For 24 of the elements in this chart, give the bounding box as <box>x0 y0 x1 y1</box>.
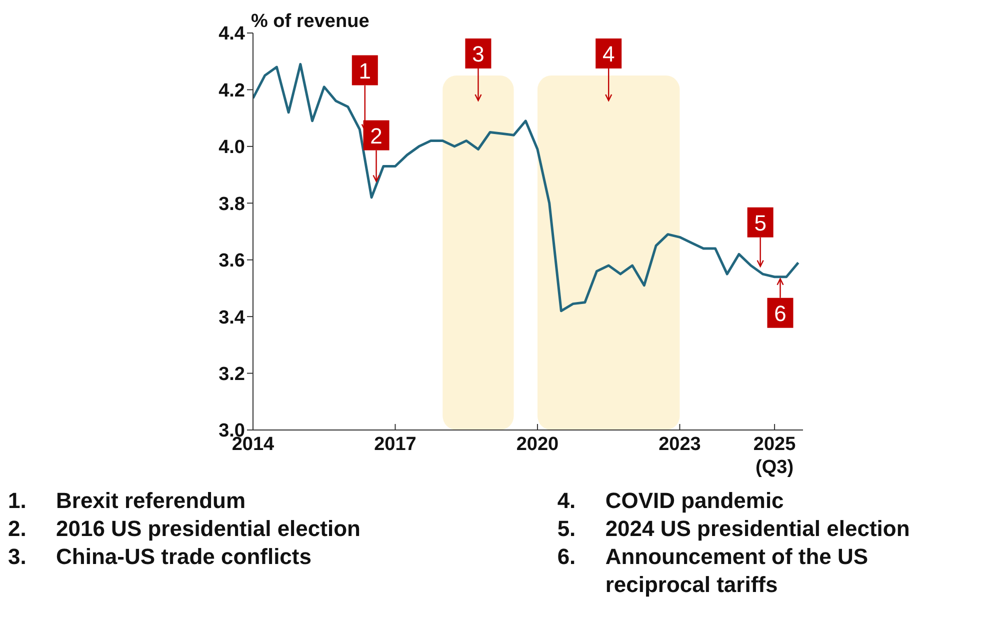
text: 1. Brexit referendum <box>8 488 246 513</box>
text: 5. 2024 US presidential election <box>557 516 910 541</box>
y-tick-label: 3.6 <box>218 250 245 272</box>
text: 3. China-US trade conflicts <box>8 544 312 569</box>
x-tick-label: 2017 <box>374 434 416 455</box>
x-tick-label: 2020 <box>516 434 559 455</box>
y-tick-label: 3.4 <box>218 307 246 328</box>
annotation: 2 <box>370 123 382 148</box>
y-tick-label: 4.4 <box>218 24 246 45</box>
band-label: 3 <box>472 41 484 66</box>
band-label: 4 <box>602 41 615 66</box>
y-tick-label: 4.2 <box>218 80 245 102</box>
annotation: 6 <box>774 300 786 326</box>
annotation: 1 <box>358 58 372 84</box>
y-axis-title: % of revenue <box>251 11 370 32</box>
annotation: 5 <box>754 210 766 236</box>
x-tick-label: 2023 <box>658 434 701 455</box>
x-tick-label: 2025 (Q3) <box>753 434 796 478</box>
y-tick-label: 3.8 <box>218 194 245 215</box>
y-tick-label: 3.2 <box>218 364 245 386</box>
text: 6. Announcement of the US reciprocal tariffs <box>557 544 868 597</box>
text: 4. COVID pandemic <box>557 488 784 513</box>
y-tick-label: 4.0 <box>218 137 245 158</box>
text: 2. 2016 US presidential election <box>8 516 360 541</box>
